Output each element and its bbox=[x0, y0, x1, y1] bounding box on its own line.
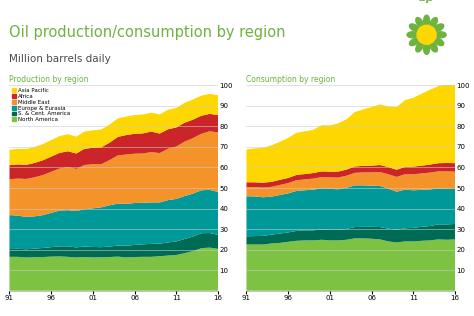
Ellipse shape bbox=[434, 24, 444, 31]
Ellipse shape bbox=[424, 44, 429, 54]
Ellipse shape bbox=[430, 18, 438, 27]
Ellipse shape bbox=[407, 32, 418, 38]
Ellipse shape bbox=[430, 42, 438, 52]
Ellipse shape bbox=[424, 15, 429, 26]
Text: Oil production/consumption by region: Oil production/consumption by region bbox=[9, 25, 286, 40]
Text: Production by region: Production by region bbox=[9, 75, 89, 84]
Text: Consumption by region: Consumption by region bbox=[246, 75, 336, 84]
Text: bp: bp bbox=[419, 0, 435, 3]
Ellipse shape bbox=[434, 38, 444, 46]
Ellipse shape bbox=[410, 38, 419, 46]
Ellipse shape bbox=[416, 18, 423, 27]
Circle shape bbox=[417, 25, 436, 44]
Legend: Asia Pacific, Africa, Middle East, Europe & Eurasia, S. & Cent. America, North A: Asia Pacific, Africa, Middle East, Europ… bbox=[12, 88, 70, 122]
Ellipse shape bbox=[436, 32, 446, 38]
Ellipse shape bbox=[416, 42, 423, 52]
Text: Million barrels daily: Million barrels daily bbox=[9, 54, 111, 64]
Ellipse shape bbox=[410, 24, 419, 31]
